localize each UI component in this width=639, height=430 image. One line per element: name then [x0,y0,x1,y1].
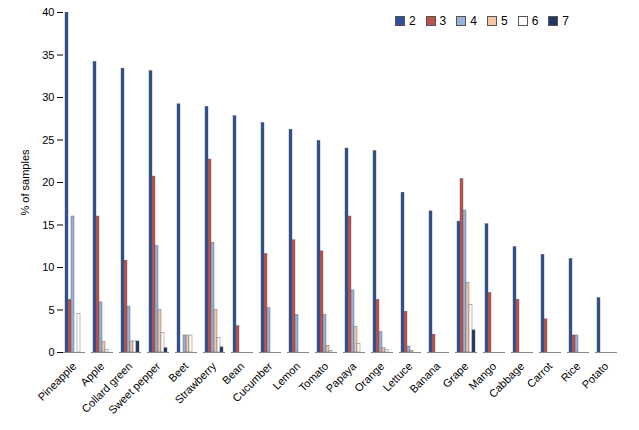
svg-text:Tomato: Tomato [296,359,331,394]
html-text:6: 6 [531,14,539,28]
svg-text:Sweet pepper: Sweet pepper [106,360,163,417]
svg-text:Collard green: Collard green [79,359,135,415]
svg-text:40: 40 [42,6,54,18]
svg-text:Papaya: Papaya [324,359,359,394]
svg-text:0: 0 [48,346,54,358]
svg-text:Banana: Banana [407,359,443,395]
svg-text:35: 35 [42,49,54,61]
html-text:3: 3 [439,14,447,28]
svg-text:30: 30 [42,91,54,103]
svg-text:Lettuce: Lettuce [380,359,415,394]
svg-text:Apple: Apple [78,359,107,389]
svg-text:15: 15 [42,219,54,231]
svg-text:Orange: Orange [352,360,386,394]
svg-text:20: 20 [42,176,54,188]
svg-text:Potato: Potato [579,360,610,391]
svg-text:10: 10 [42,261,54,273]
svg-text:Pineapple: Pineapple [35,360,78,403]
svg-text:Strawberry: Strawberry [172,359,218,405]
svg-text:5: 5 [48,304,54,316]
svg-text:Mango: Mango [466,359,499,392]
svg-text:Cucumber: Cucumber [230,360,275,405]
html-text:2: 2 [408,14,416,28]
html-text:4: 4 [470,14,477,28]
svg-text:Carrot: Carrot [524,360,554,390]
svg-text:Bean: Bean [219,359,247,387]
svg-text:Lemon: Lemon [270,359,303,392]
svg-text:Beet: Beet [166,360,190,384]
svg-text:25: 25 [42,134,54,146]
svg-text:Grape: Grape [440,360,470,390]
svg-text:Cabbage: Cabbage [486,360,526,400]
html-text:5: 5 [500,14,508,28]
svg-text:Rice: Rice [558,360,582,384]
html-text:7: 7 [562,14,569,28]
svg-text:% of samples: % of samples [19,149,31,216]
